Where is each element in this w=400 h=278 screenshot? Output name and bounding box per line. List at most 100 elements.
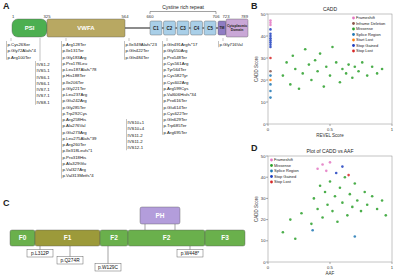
y-tick-label: 50	[261, 12, 266, 17]
y-tick	[266, 102, 268, 103]
mutation-label: IVS7-1	[37, 93, 51, 98]
domain-label: C2	[167, 26, 173, 31]
mutation-label: p.Val606Hisfs*34	[164, 92, 197, 97]
point	[339, 187, 342, 190]
mutation-label: p.Trp292Cys	[63, 111, 87, 116]
legend-label: Stop Gained	[356, 43, 378, 48]
mutation-label: p.Val313Metfs*4	[63, 173, 95, 178]
point	[363, 191, 366, 194]
point	[335, 172, 338, 175]
point	[351, 77, 354, 80]
domain-label: F3	[221, 234, 229, 241]
legend-marker	[270, 164, 273, 167]
point	[289, 83, 292, 86]
y-tick	[266, 58, 268, 59]
domain-label: VWFA	[77, 25, 95, 31]
mutation-label: p.Arg258His	[63, 117, 87, 122]
x-axis-label: REVEL Score	[316, 133, 344, 138]
mutation-label: p.Tyr564Ter	[164, 67, 187, 72]
point	[310, 223, 313, 226]
domain-label-part: VWFA	[77, 25, 95, 31]
point	[294, 68, 297, 71]
mutation-label: p.Cys622Ter	[164, 111, 189, 116]
domain	[12, 19, 47, 37]
legend-marker	[352, 44, 355, 47]
x-tick-label: 0.5	[327, 127, 333, 132]
domain-label: F2	[110, 234, 118, 241]
ph-connector	[175, 224, 176, 230]
mutation-label: p.Gly550Arg	[164, 48, 188, 53]
mutation-label: IVS10+1	[128, 120, 145, 125]
mutation-label: p.Gly716Val	[220, 42, 243, 47]
mutation-label: p.Gln484Ter	[126, 55, 150, 60]
point	[326, 203, 329, 206]
domain-label: C5	[207, 26, 213, 31]
y-tick-label: 30	[261, 56, 266, 61]
mutation-label: p.Ile318Leufs*1	[63, 148, 93, 153]
point	[334, 195, 337, 198]
mutation-label: IVS8-1	[37, 100, 51, 105]
mutation-label: p.Glu614Ter	[164, 105, 188, 110]
mutation-label: p.W129C	[98, 265, 119, 270]
point	[285, 61, 288, 64]
point	[269, 70, 272, 73]
mutation-label: p.Leu275Alafs*39	[63, 136, 98, 141]
point	[316, 167, 319, 170]
point	[356, 199, 359, 202]
legend-label: Frameshift	[356, 15, 376, 20]
point	[269, 74, 272, 77]
mutation-label: IVS7-1	[37, 87, 51, 92]
point	[331, 210, 334, 213]
figure: APSIVWFAC1C2C3C4C5TMCytoplasmicDomainCys…	[0, 0, 400, 278]
mutation-label: p.Q274R	[60, 258, 80, 263]
point	[269, 96, 272, 99]
mutation-label: p.L312P	[31, 251, 49, 256]
point	[310, 79, 313, 82]
point	[269, 33, 272, 36]
mutation-connector	[167, 38, 168, 41]
domain-label: PH	[155, 212, 164, 219]
point	[316, 208, 319, 211]
mutation-label: p.Ile131Ter	[63, 48, 85, 53]
domain-label: TM	[220, 26, 225, 30]
mutation-label: p.Gly285Ter	[63, 105, 87, 110]
legend-marker	[352, 33, 355, 36]
mutation-label: p.Arg128Ter	[63, 42, 87, 47]
mutation-label: p.Cys561Arg	[164, 61, 189, 66]
point	[361, 61, 364, 64]
point	[346, 214, 349, 217]
point	[381, 199, 384, 202]
mutation-label: p.Gly221Ter	[63, 86, 87, 91]
mutation-label: p.Leu237Arg	[63, 92, 88, 97]
point	[376, 72, 379, 75]
mutation-label: p.Gly183Arg	[63, 55, 87, 60]
domain	[164, 21, 176, 35]
point	[329, 74, 332, 77]
y-tick-label: 30	[261, 196, 266, 201]
point	[351, 206, 354, 209]
point	[331, 46, 334, 49]
point	[385, 214, 388, 217]
y-tick-label: 50	[261, 154, 266, 159]
x-tick-label: 1	[391, 265, 394, 270]
point	[282, 231, 285, 234]
point	[311, 229, 314, 232]
y-tick	[266, 156, 268, 157]
point	[269, 79, 272, 82]
mutation-label: p.Leu187Alafs*78	[63, 67, 98, 72]
domain-label-part: C5	[207, 26, 213, 31]
point	[347, 174, 350, 177]
domain-label-part: PSI	[25, 25, 35, 31]
y-tick	[266, 240, 268, 241]
y-tick	[266, 219, 268, 220]
mutation-label: p.Gln629Ter	[164, 117, 188, 122]
domain-label-part: C4	[194, 26, 200, 31]
position-label: 723	[223, 14, 231, 19]
legend-label: Frameshift	[274, 157, 294, 162]
legend-label: Start Lost	[356, 37, 374, 42]
mutation-label: p.Cys26Ser	[8, 42, 31, 47]
domain	[204, 21, 216, 35]
y-tick-label: 40	[261, 34, 266, 39]
chart: 0102030405000.51Plot of CADD vs AAFAAFCA…	[254, 148, 394, 276]
repeat-bracket	[150, 12, 216, 15]
